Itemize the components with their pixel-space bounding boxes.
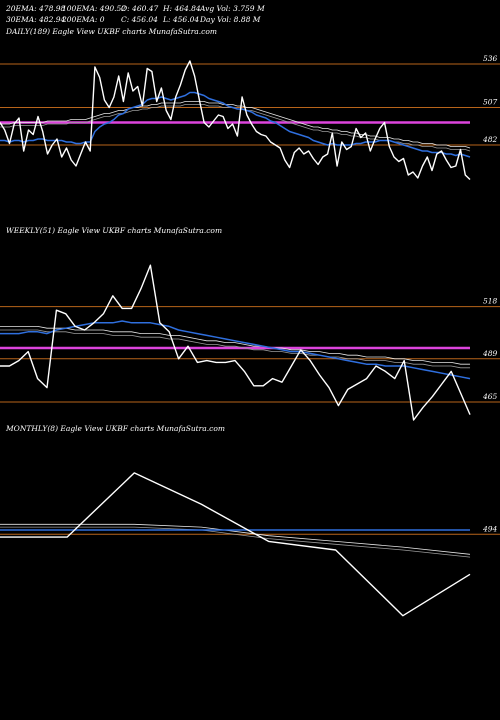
monthly-panel-title: MONTHLY(8) Eagle View UKBF charts Munafa… <box>5 424 225 433</box>
stat-high: H: 464.84 <box>162 4 201 13</box>
stat-200ema: 200EMA: 0 <box>61 15 105 24</box>
stat-day-vol: Day Vol: 8.88 M <box>199 15 261 24</box>
series-line-ema-slow-a <box>0 523 471 555</box>
level-label: 507 <box>483 98 498 107</box>
series-line-price <box>0 472 471 617</box>
level-label: 536 <box>483 54 498 63</box>
stat-30ema: 30EMA: 482.94 <box>6 15 65 24</box>
stat-low: L: 456.04 <box>162 15 199 24</box>
stat-20ema: 20EMA: 478.98 <box>5 4 65 13</box>
monthly-panel: 494 <box>0 472 500 617</box>
stat-open: O: 460.47 <box>121 4 159 13</box>
level-label: 518 <box>483 297 498 306</box>
level-label: 494 <box>482 524 498 533</box>
stat-avg-vol: Avg Vol: 3.759 M <box>199 4 265 13</box>
daily-panel: 536 507 482 <box>0 54 500 181</box>
level-label: 489 <box>482 349 498 358</box>
stat-close: C: 456.04 <box>121 15 158 24</box>
weekly-panel: 518 489 465 <box>0 264 500 421</box>
series-line-price <box>0 60 471 181</box>
series-line-ema-slow-a <box>0 101 471 149</box>
stat-100ema: 100EMA: 490.52 <box>62 4 126 13</box>
series-line-ema-fast <box>0 91 471 158</box>
daily-panel-title: DAILY(189) Eagle View UKBF charts Munafa… <box>5 27 217 36</box>
level-label: 482 <box>482 135 498 144</box>
weekly-panel-title: WEEKLY(51) Eagle View UKBF charts Munafa… <box>6 226 222 235</box>
level-label: 465 <box>482 392 498 401</box>
